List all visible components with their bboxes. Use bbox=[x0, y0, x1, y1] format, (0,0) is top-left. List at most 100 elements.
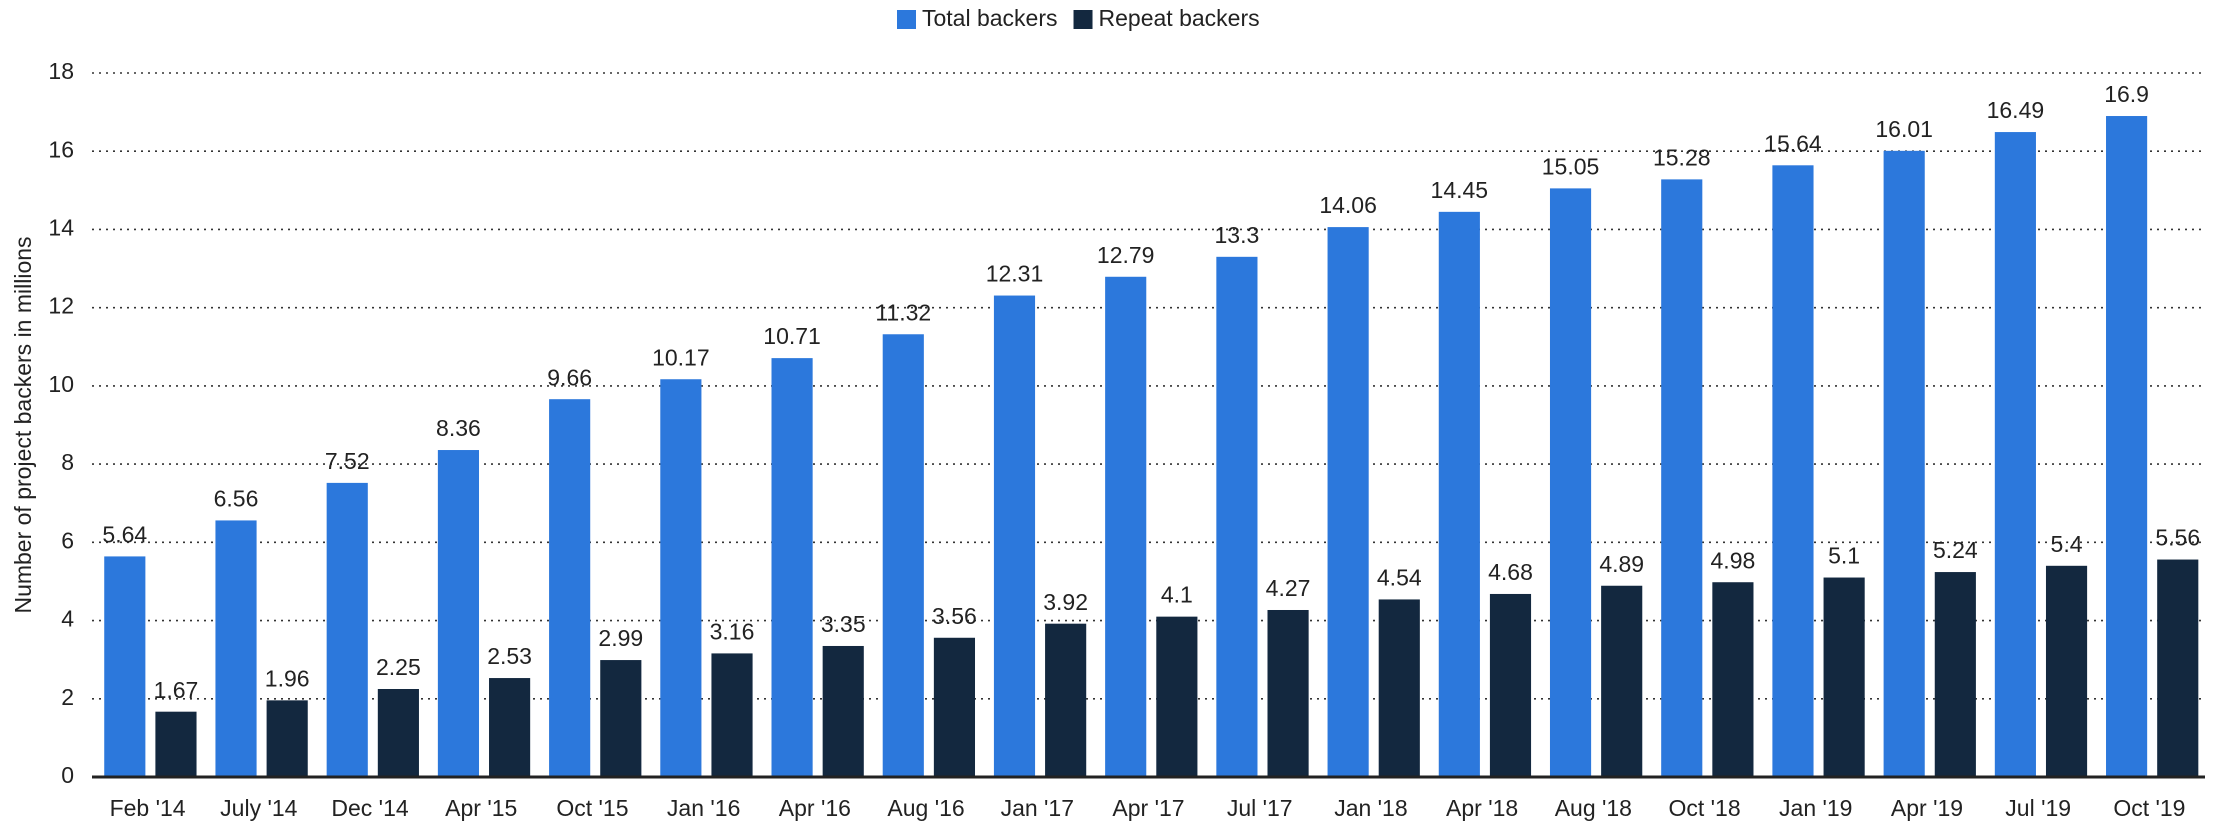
bar bbox=[215, 520, 257, 777]
legend-swatch bbox=[1073, 10, 1093, 29]
data-label: 12.79 bbox=[1097, 242, 1155, 268]
data-label: 4.1 bbox=[1161, 582, 1193, 608]
data-label: 5.4 bbox=[2051, 531, 2083, 557]
y-tick-label: 18 bbox=[48, 58, 74, 84]
bar bbox=[1883, 150, 1925, 777]
data-label: 13.3 bbox=[1215, 222, 1260, 248]
bar bbox=[437, 450, 480, 777]
data-label: 5.64 bbox=[102, 521, 147, 547]
data-label: 2.53 bbox=[487, 643, 532, 669]
data-label: 5.24 bbox=[1933, 537, 1978, 563]
bar bbox=[1267, 609, 1309, 777]
y-tick-label: 0 bbox=[61, 762, 74, 788]
data-label: 2.99 bbox=[598, 625, 643, 651]
bar bbox=[771, 358, 813, 777]
bar bbox=[660, 379, 702, 777]
y-tick-label: 2 bbox=[61, 684, 74, 710]
y-tick-label: 8 bbox=[61, 449, 74, 475]
bar bbox=[1823, 577, 1865, 777]
bar bbox=[549, 399, 591, 777]
bar bbox=[2157, 559, 2199, 777]
data-label: 4.98 bbox=[1711, 547, 1756, 573]
x-tick-label: Oct '18 bbox=[1668, 795, 1740, 821]
bar bbox=[1438, 211, 1480, 777]
y-tick-label: 16 bbox=[48, 136, 74, 162]
y-axis-label: Number of project backers in millions bbox=[10, 236, 36, 613]
data-label: 7.52 bbox=[325, 448, 370, 474]
data-label: 1.67 bbox=[154, 677, 199, 703]
bar bbox=[1661, 179, 1703, 778]
y-tick-label: 14 bbox=[48, 215, 74, 241]
x-tick-label: Jul '19 bbox=[2005, 795, 2071, 821]
bar bbox=[377, 689, 419, 777]
bar bbox=[104, 556, 146, 777]
bar bbox=[1216, 256, 1258, 777]
x-tick-label: Apr '19 bbox=[1891, 795, 1963, 821]
x-tick-label: Oct '15 bbox=[556, 795, 628, 821]
data-label: 8.36 bbox=[436, 415, 481, 441]
data-label: 15.64 bbox=[1764, 130, 1822, 156]
bar bbox=[1934, 572, 1976, 777]
legend-label: Repeat backers bbox=[1099, 5, 1260, 31]
bar bbox=[1105, 276, 1147, 777]
bar bbox=[822, 645, 864, 777]
bar bbox=[489, 678, 531, 777]
y-tick-label: 4 bbox=[61, 606, 74, 632]
data-label: 10.71 bbox=[763, 323, 821, 349]
bar bbox=[993, 295, 1036, 777]
data-label: 4.27 bbox=[1266, 575, 1311, 601]
legend-label: Total backers bbox=[922, 5, 1058, 31]
data-label: 11.32 bbox=[875, 299, 931, 325]
x-tick-label: Feb '14 bbox=[110, 795, 186, 821]
data-label: 1.96 bbox=[265, 665, 310, 691]
y-tick-label: 10 bbox=[48, 371, 74, 397]
data-label: 14.45 bbox=[1431, 177, 1489, 203]
data-label: 9.66 bbox=[547, 364, 592, 390]
bar bbox=[1156, 616, 1198, 777]
data-label: 15.05 bbox=[1542, 153, 1600, 179]
bar bbox=[1327, 227, 1369, 777]
bar bbox=[2045, 565, 2088, 777]
data-label: 10.17 bbox=[652, 344, 710, 370]
data-label: 4.54 bbox=[1377, 565, 1422, 591]
bar bbox=[326, 482, 368, 777]
data-label: 16.9 bbox=[2104, 81, 2149, 107]
bar bbox=[1045, 623, 1087, 777]
bar bbox=[933, 637, 976, 777]
x-tick-label: Oct '19 bbox=[2113, 795, 2185, 821]
data-label: 3.35 bbox=[821, 611, 866, 637]
y-tick-label: 6 bbox=[61, 527, 74, 553]
data-label: 5.1 bbox=[1828, 543, 1860, 569]
data-label: 12.31 bbox=[986, 261, 1044, 287]
x-tick-label: Apr '16 bbox=[779, 795, 851, 821]
bar bbox=[1601, 585, 1643, 777]
data-label: 16.49 bbox=[1987, 97, 2045, 123]
x-tick-label: Apr '18 bbox=[1446, 795, 1518, 821]
x-tick-label: Apr '17 bbox=[1112, 795, 1184, 821]
x-tick-label: Jan '16 bbox=[667, 795, 740, 821]
bar bbox=[155, 711, 197, 777]
bar bbox=[2106, 116, 2148, 778]
legend-swatch bbox=[897, 10, 916, 29]
data-label: 5.56 bbox=[2155, 525, 2200, 551]
bar bbox=[1489, 593, 1532, 777]
x-tick-label: Jan '18 bbox=[1334, 795, 1407, 821]
bar bbox=[1549, 188, 1592, 777]
data-label: 4.68 bbox=[1488, 559, 1533, 585]
x-tick-label: July '14 bbox=[220, 795, 297, 821]
x-tick-label: Jul '17 bbox=[1227, 795, 1293, 821]
data-label: 3.16 bbox=[710, 618, 755, 644]
x-tick-label: Aug '16 bbox=[887, 795, 964, 821]
data-label: 3.92 bbox=[1043, 589, 1088, 615]
y-tick-label: 12 bbox=[48, 293, 74, 319]
bar bbox=[1994, 132, 2036, 777]
data-label: 15.28 bbox=[1653, 144, 1711, 170]
data-label: 6.56 bbox=[214, 486, 259, 512]
bar bbox=[1772, 165, 1814, 777]
x-tick-label: Dec '14 bbox=[331, 795, 408, 821]
bar bbox=[882, 334, 924, 777]
bar bbox=[266, 700, 308, 777]
data-label: 16.01 bbox=[1875, 116, 1933, 142]
x-tick-label: Jan '17 bbox=[1001, 795, 1074, 821]
